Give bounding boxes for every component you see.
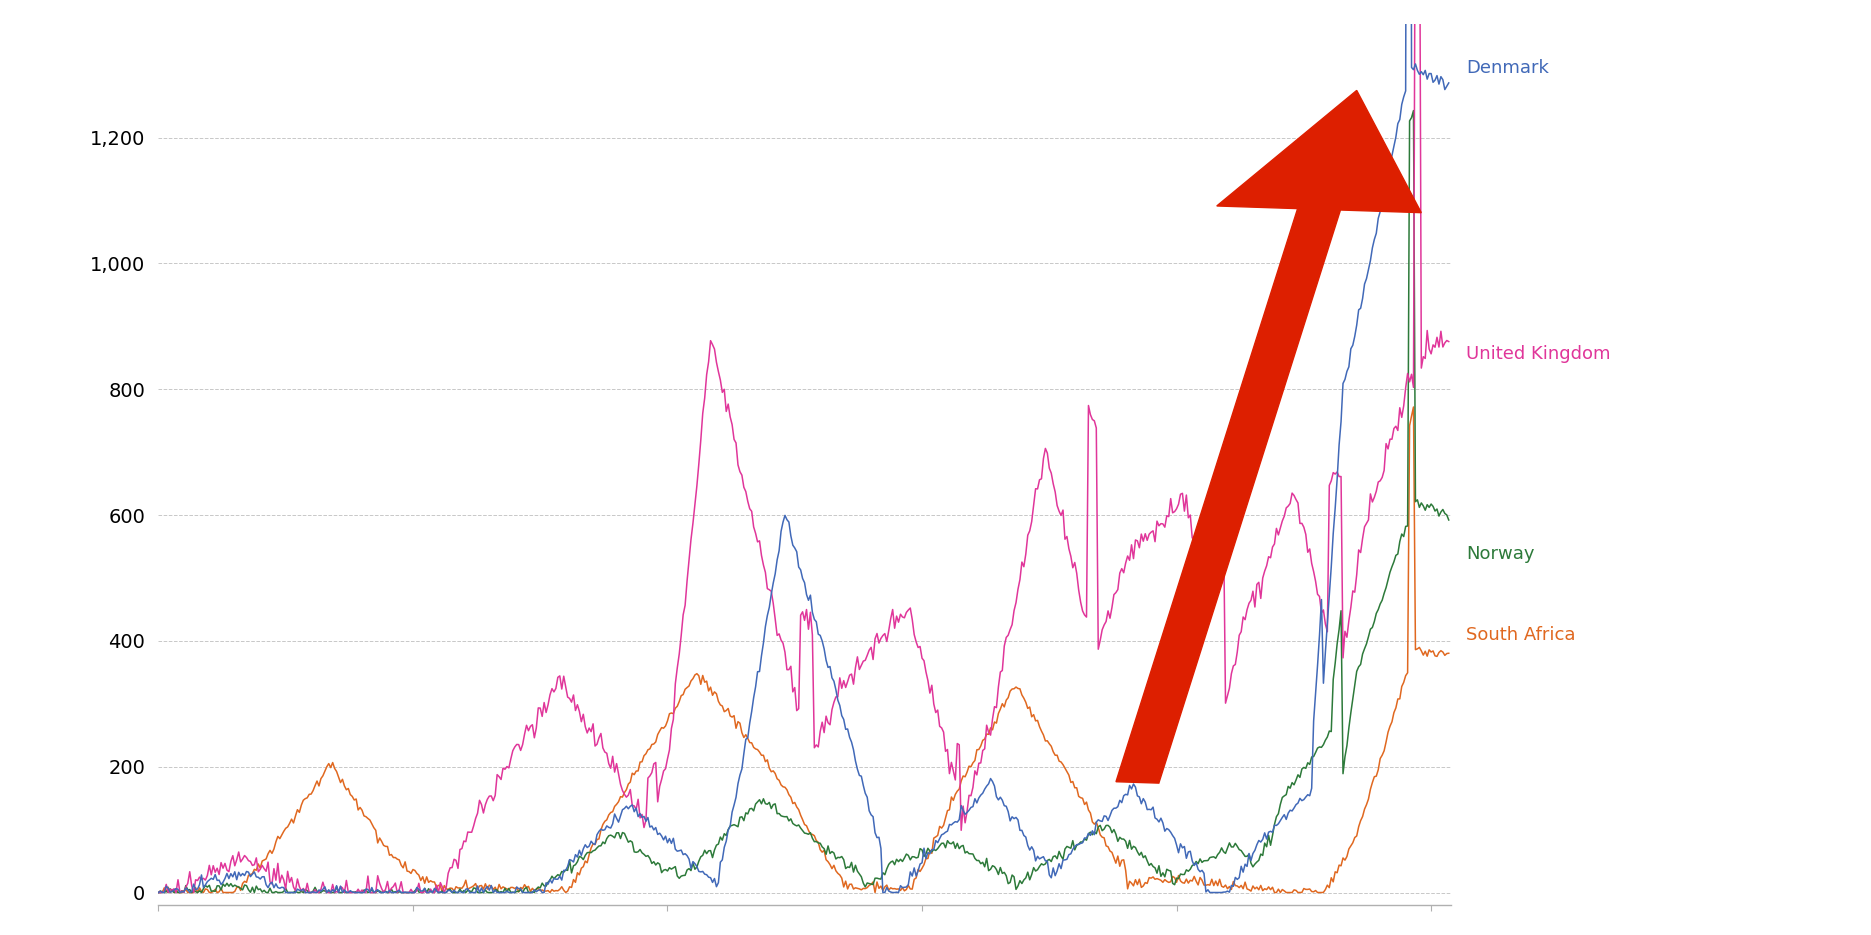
Text: Norway: Norway: [1467, 545, 1534, 563]
Text: United Kingdom: United Kingdom: [1467, 345, 1611, 363]
Text: Denmark: Denmark: [1467, 59, 1549, 77]
FancyArrow shape: [1115, 91, 1422, 784]
Text: South Africa: South Africa: [1467, 626, 1575, 644]
